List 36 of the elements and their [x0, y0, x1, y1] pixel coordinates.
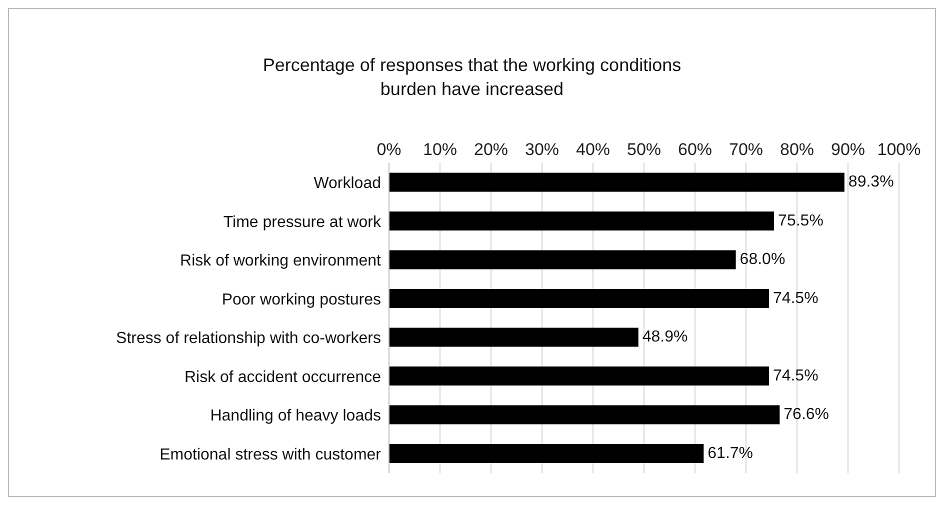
- x-tick-label: 0%: [376, 140, 402, 159]
- bar: [389, 328, 638, 347]
- x-tick-label: 60%: [678, 140, 712, 159]
- bar: [389, 405, 780, 424]
- data-label: 74.5%: [772, 290, 818, 307]
- bar: [389, 250, 736, 270]
- bar: [389, 366, 769, 386]
- y-tick-label: Risk of working environment: [180, 252, 382, 270]
- x-tick-label: 20%: [474, 140, 508, 159]
- y-tick-label: Workload: [314, 175, 381, 192]
- x-tick-label: 40%: [576, 140, 610, 159]
- x-tick-label: 10%: [422, 140, 458, 159]
- y-tick-label: Emotional stress with customer: [160, 446, 382, 464]
- chart-title: Percentage of responses that the working conditions burden have increased: [262, 54, 682, 101]
- data-label: 61.7%: [708, 444, 754, 462]
- x-tick-label: 50%: [626, 140, 662, 159]
- y-tick-label: Stress of relationship with co-workers: [116, 330, 381, 348]
- y-tick-label: Risk of accident occurrence: [184, 368, 382, 386]
- x-tick-label: 70%: [728, 140, 764, 159]
- x-tick-label: 100%: [877, 140, 921, 159]
- data-label: 48.9%: [642, 328, 688, 346]
- y-tick-label: Time pressure at work: [223, 214, 382, 231]
- data-label: 74.5%: [772, 367, 818, 384]
- data-label: 76.6%: [784, 406, 830, 424]
- data-label: 89.3%: [848, 174, 894, 191]
- x-tick-label: 80%: [780, 140, 814, 159]
- data-label: 75.5%: [778, 212, 824, 230]
- bar: [389, 288, 769, 308]
- x-tick-label: 30%: [524, 140, 560, 159]
- x-tick-label: 90%: [830, 140, 866, 159]
- data-label: 68.0%: [740, 251, 786, 268]
- bar: [389, 444, 704, 463]
- y-tick-label: Handling of heavy loads: [210, 408, 381, 425]
- bar: [389, 211, 774, 230]
- y-tick-label: Poor working postures: [222, 291, 381, 308]
- bar: [389, 172, 844, 192]
